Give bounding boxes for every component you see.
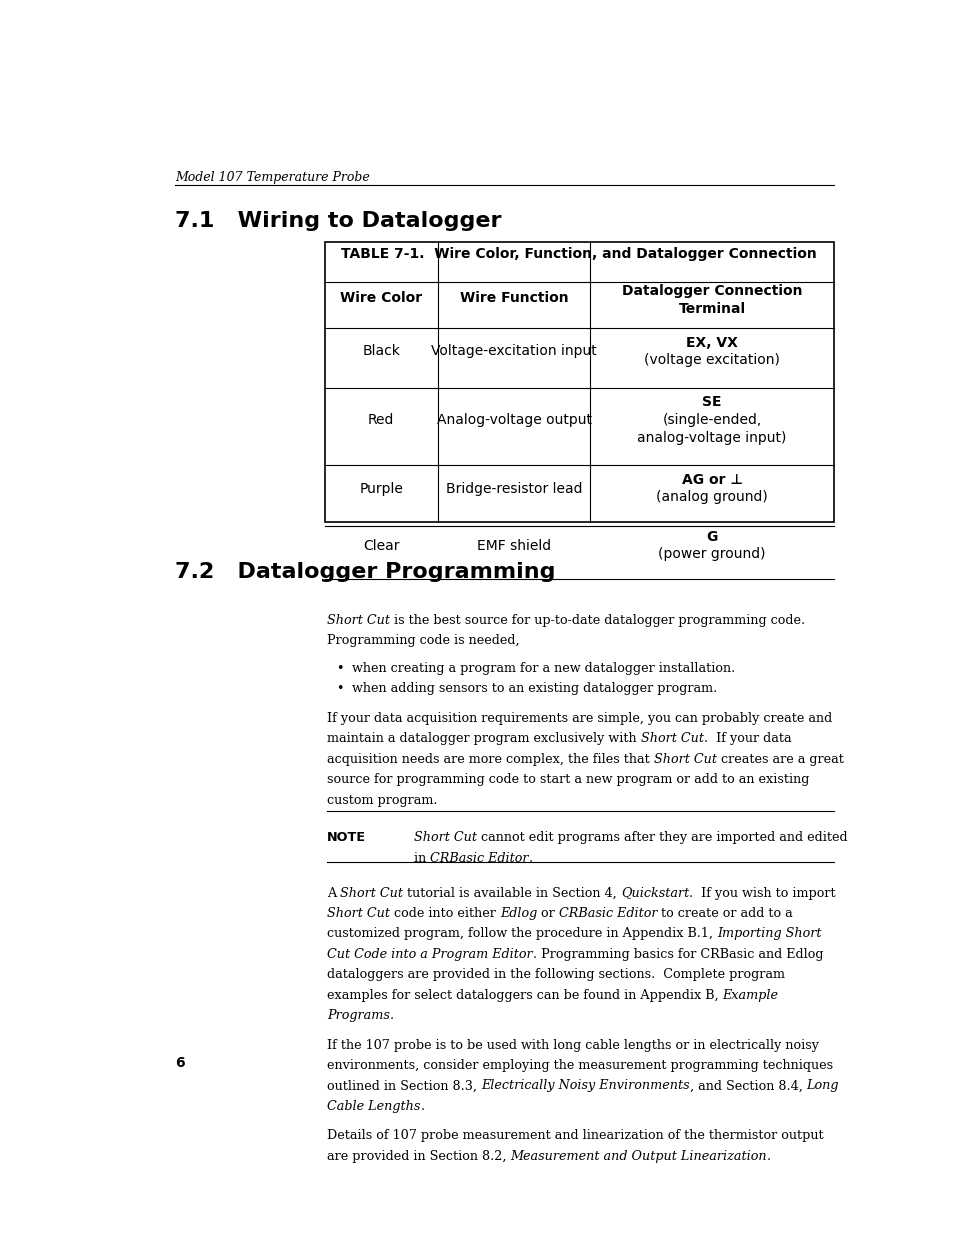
- Text: Programming code is needed,: Programming code is needed,: [327, 635, 519, 647]
- Text: when creating a program for a new datalogger installation.: when creating a program for a new datalo…: [352, 662, 734, 676]
- Text: Short Cut: Short Cut: [414, 831, 476, 845]
- Text: Purple: Purple: [359, 482, 403, 495]
- Text: . Programming basics for CRBasic and Edlog: . Programming basics for CRBasic and Edl…: [532, 947, 822, 961]
- Text: (single-ended,: (single-ended,: [661, 412, 760, 427]
- Text: Electrically Noisy Environments: Electrically Noisy Environments: [480, 1079, 689, 1092]
- Text: is the best source for up-to-date datalogger programming code.: is the best source for up-to-date datalo…: [390, 614, 804, 627]
- Text: Long: Long: [805, 1079, 838, 1092]
- Text: source for programming code to start a new program or add to an existing: source for programming code to start a n…: [327, 773, 808, 787]
- Text: in: in: [414, 852, 430, 864]
- Text: .: .: [390, 1009, 394, 1021]
- Text: .: .: [420, 1099, 424, 1113]
- Text: Short Cut: Short Cut: [327, 906, 390, 920]
- Text: Short Cut: Short Cut: [327, 614, 390, 627]
- Text: Programs: Programs: [327, 1009, 390, 1021]
- Text: .: .: [766, 1150, 770, 1162]
- Text: cannot edit programs after they are imported and edited: cannot edit programs after they are impo…: [476, 831, 846, 845]
- Text: Model 107 Temperature Probe: Model 107 Temperature Probe: [174, 172, 370, 184]
- Text: Importing Short: Importing Short: [717, 927, 821, 940]
- Text: Wire Color: Wire Color: [339, 290, 422, 305]
- Text: •: •: [335, 683, 343, 695]
- Text: acquisition needs are more complex, the files that: acquisition needs are more complex, the …: [327, 753, 653, 766]
- Text: Terminal: Terminal: [678, 303, 745, 316]
- Text: dataloggers are provided in the following sections.  Complete program: dataloggers are provided in the followin…: [327, 968, 784, 981]
- Text: (voltage excitation): (voltage excitation): [643, 353, 780, 367]
- Text: Datalogger Connection: Datalogger Connection: [621, 284, 801, 299]
- Text: when adding sensors to an existing datalogger program.: when adding sensors to an existing datal…: [352, 683, 717, 695]
- Text: Analog-voltage output: Analog-voltage output: [436, 412, 591, 427]
- Text: 7.2   Datalogger Programming: 7.2 Datalogger Programming: [174, 562, 555, 582]
- Text: examples for select dataloggers can be found in Appendix B,: examples for select dataloggers can be f…: [327, 988, 721, 1002]
- Text: 6: 6: [174, 1056, 185, 1070]
- Text: or: or: [537, 906, 558, 920]
- Text: Cable Lengths: Cable Lengths: [327, 1099, 420, 1113]
- Text: are provided in Section 8.2,: are provided in Section 8.2,: [327, 1150, 510, 1162]
- Text: Wire Function: Wire Function: [459, 290, 568, 305]
- Text: Short Cut: Short Cut: [639, 732, 703, 746]
- Text: NOTE: NOTE: [327, 831, 366, 845]
- Text: environments, consider employing the measurement programming techniques: environments, consider employing the mea…: [327, 1058, 832, 1072]
- Text: Clear: Clear: [362, 538, 399, 552]
- Text: (analog ground): (analog ground): [656, 490, 767, 504]
- Text: SE: SE: [701, 395, 721, 409]
- Text: , and Section 8.4,: , and Section 8.4,: [689, 1079, 805, 1092]
- Text: Example: Example: [721, 988, 778, 1002]
- Text: custom program.: custom program.: [327, 794, 437, 806]
- Text: Bridge-resistor lead: Bridge-resistor lead: [445, 482, 581, 495]
- Text: EX, VX: EX, VX: [685, 336, 738, 350]
- Text: tutorial is available in Section 4,: tutorial is available in Section 4,: [403, 887, 620, 899]
- Text: EMF shield: EMF shield: [476, 538, 551, 552]
- Text: TABLE 7-1.  Wire Color, Function, and Datalogger Connection: TABLE 7-1. Wire Color, Function, and Dat…: [341, 247, 816, 262]
- Text: Measurement and Output Linearization: Measurement and Output Linearization: [510, 1150, 766, 1162]
- Text: Red: Red: [368, 412, 394, 427]
- Text: Short Cut: Short Cut: [653, 753, 716, 766]
- Bar: [324, 242, 833, 521]
- Text: Quickstart: Quickstart: [620, 887, 688, 899]
- Text: If the 107 probe is to be used with long cable lengths or in electrically noisy: If the 107 probe is to be used with long…: [327, 1039, 818, 1051]
- Text: Details of 107 probe measurement and linearization of the thermistor output: Details of 107 probe measurement and lin…: [327, 1129, 822, 1142]
- Text: .  If you wish to import: . If you wish to import: [688, 887, 835, 899]
- Text: Short Cut: Short Cut: [340, 887, 403, 899]
- Text: .  If your data: . If your data: [703, 732, 790, 746]
- Text: creates are a great: creates are a great: [716, 753, 842, 766]
- Text: (power ground): (power ground): [658, 547, 765, 562]
- Text: CRBasic Editor: CRBasic Editor: [558, 906, 657, 920]
- Text: to create or add to a: to create or add to a: [657, 906, 792, 920]
- Text: G: G: [705, 530, 717, 543]
- Text: AG or ⊥: AG or ⊥: [680, 473, 741, 487]
- Text: Edlog: Edlog: [499, 906, 537, 920]
- Text: 7.1   Wiring to Datalogger: 7.1 Wiring to Datalogger: [174, 211, 501, 231]
- Text: Black: Black: [362, 345, 399, 358]
- Text: A: A: [327, 887, 340, 899]
- Text: Voltage-excitation input: Voltage-excitation input: [431, 345, 597, 358]
- Text: CRBasic Editor: CRBasic Editor: [430, 852, 528, 864]
- Text: .: .: [528, 852, 532, 864]
- Text: customized program, follow the procedure in Appendix B.1,: customized program, follow the procedure…: [327, 927, 717, 940]
- Text: •: •: [335, 662, 343, 676]
- Text: If your data acquisition requirements are simple, you can probably create and: If your data acquisition requirements ar…: [327, 713, 831, 725]
- Text: Cut Code into a Program Editor: Cut Code into a Program Editor: [327, 947, 532, 961]
- Text: code into either: code into either: [390, 906, 499, 920]
- Text: maintain a datalogger program exclusively with: maintain a datalogger program exclusivel…: [327, 732, 639, 746]
- Text: analog-voltage input): analog-voltage input): [637, 431, 786, 445]
- Text: outlined in Section 8.3,: outlined in Section 8.3,: [327, 1079, 480, 1092]
